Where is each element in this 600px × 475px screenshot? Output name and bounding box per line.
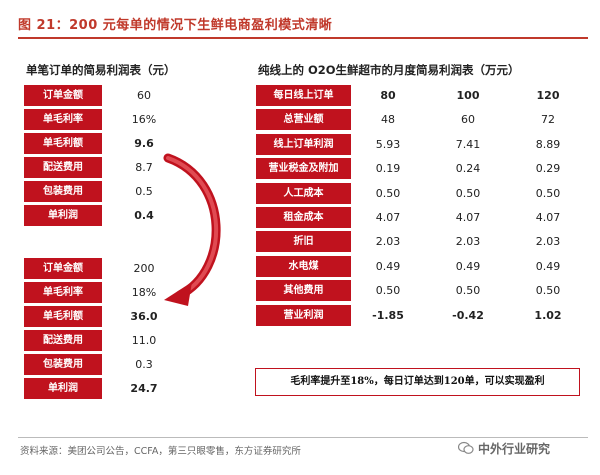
- table-row: 线上订单利润 5.93 7.41 8.89: [256, 133, 586, 155]
- table-row: 营业利润 -1.85 -0.42 1.02: [256, 304, 586, 326]
- row-value: 0.50: [455, 284, 481, 298]
- row-value: 120: [536, 89, 560, 102]
- table-row: 单毛利率 18%: [24, 282, 204, 303]
- table-row: 折旧 2.03 2.03 2.03: [256, 231, 586, 253]
- row-value: 0.19: [375, 162, 401, 176]
- row-value: 0.24: [455, 162, 481, 176]
- row-label: 单毛利率: [24, 109, 102, 130]
- row-label: 配送费用: [24, 157, 102, 178]
- row-value: 0.50: [455, 186, 481, 200]
- table-row: 总营业额 48 60 72: [256, 109, 586, 131]
- row-label: 总营业额: [256, 109, 351, 131]
- table-row: 单利润 24.7: [24, 378, 204, 399]
- row-value: 4.07: [375, 211, 401, 224]
- row-label: 其他费用: [256, 280, 351, 302]
- watermark-text: 中外行业研究: [478, 442, 551, 456]
- conclusion-callout: 毛利率提升至18%，每日订单达到120单，可以实现盈利: [255, 368, 580, 396]
- table-row: 营业税金及附加 0.19 0.24 0.29: [256, 158, 586, 180]
- table-row: 配送费用 8.7: [24, 157, 204, 178]
- row-label: 订单金额: [24, 85, 102, 106]
- row-value: 0.50: [535, 284, 561, 298]
- row-value: 48: [381, 113, 395, 127]
- left-section-title: 单笔订单的简易利润表（元）: [26, 63, 176, 77]
- row-label: 配送费用: [24, 330, 102, 351]
- row-value: 0.29: [535, 162, 561, 176]
- row-label: 单毛利额: [24, 133, 102, 154]
- row-label: 单利润: [24, 378, 102, 399]
- footer-divider: [18, 437, 588, 438]
- curved-down-arrow-icon: [163, 153, 221, 306]
- row-value: 0.50: [535, 186, 561, 200]
- row-value: -1.85: [372, 308, 404, 322]
- row-value: 0.49: [375, 259, 401, 273]
- table-row: 单毛利额 36.0: [24, 306, 204, 327]
- table-row: 每日线上订单 80 100 120: [256, 85, 586, 106]
- table-row: 包装费用 0.3: [24, 354, 204, 375]
- row-value: 7.41: [455, 137, 481, 151]
- row-label: 单利润: [24, 205, 102, 226]
- table-row: 其他费用 0.50 0.50 0.50: [256, 280, 586, 302]
- row-value: 2.03: [455, 235, 481, 249]
- row-label: 包装费用: [24, 181, 102, 202]
- row-label: 营业利润: [256, 304, 351, 326]
- source-note: 资料来源：美团公司公告，CCFA，第三只眼零售，东方证券研究所: [20, 446, 301, 457]
- row-value: 24.7: [130, 382, 158, 395]
- row-value: 5.93: [375, 137, 401, 151]
- figure-title: 图 21：200 元每单的情况下生鲜电商盈利模式清晰: [18, 18, 333, 33]
- row-value: 200: [133, 262, 155, 275]
- row-value: 80: [380, 89, 396, 102]
- row-value: 11.0: [131, 334, 157, 347]
- row-value: 100: [456, 89, 480, 102]
- row-value: 60: [137, 89, 151, 102]
- row-value: 16%: [131, 113, 157, 126]
- table-row: 包装费用 0.5: [24, 181, 204, 202]
- row-value: 2.03: [535, 235, 561, 249]
- row-value: 2.03: [375, 235, 401, 249]
- table-row: 订单金额 60: [24, 85, 204, 106]
- row-value: -0.42: [452, 308, 484, 322]
- wechat-icon: [458, 441, 474, 454]
- row-label: 包装费用: [24, 354, 102, 375]
- row-label: 营业税金及附加: [256, 158, 351, 180]
- row-value: 0.50: [375, 186, 401, 200]
- row-label: 订单金额: [24, 258, 102, 279]
- row-value: 1.02: [534, 308, 562, 322]
- row-label: 线上订单利润: [256, 133, 351, 155]
- table-row: 订单金额 200: [24, 258, 204, 279]
- row-value: 60: [461, 113, 475, 127]
- table-row: 配送费用 11.0: [24, 330, 204, 351]
- table-row: 单利润 0.4: [24, 205, 204, 226]
- table-row: 租金成本 4.07 4.07 4.07: [256, 207, 586, 228]
- row-value: 4.07: [455, 211, 481, 224]
- row-value: 36.0: [130, 310, 158, 323]
- row-label: 折旧: [256, 231, 351, 253]
- row-value: 8.7: [135, 161, 153, 174]
- row-label: 人工成本: [256, 182, 351, 204]
- row-label: 每日线上订单: [256, 85, 351, 106]
- row-value: 9.6: [134, 137, 154, 150]
- table-row: 水电煤 0.49 0.49 0.49: [256, 255, 586, 277]
- row-value: 72: [541, 113, 555, 127]
- row-value: 8.89: [535, 137, 561, 151]
- row-value: 0.49: [455, 259, 481, 273]
- right-section-title: 纯线上的 O2O生鲜超市的月度简易利润表（万元）: [258, 63, 520, 77]
- row-value: 18%: [131, 286, 157, 299]
- row-value: 0.50: [375, 284, 401, 298]
- table-row: 人工成本 0.50 0.50 0.50: [256, 182, 586, 204]
- row-value: 0.3: [135, 358, 153, 371]
- table-row: 单毛利率 16%: [24, 109, 204, 130]
- row-label: 水电煤: [256, 255, 351, 277]
- row-value: 0.49: [535, 259, 561, 273]
- title-divider: [18, 37, 588, 39]
- row-label: 单毛利额: [24, 306, 102, 327]
- row-value: 0.5: [135, 185, 153, 198]
- row-label: 租金成本: [256, 207, 351, 228]
- table-row: 单毛利额 9.6: [24, 133, 204, 154]
- row-value: 0.4: [134, 209, 154, 222]
- row-value: 4.07: [535, 211, 561, 224]
- row-label: 单毛利率: [24, 282, 102, 303]
